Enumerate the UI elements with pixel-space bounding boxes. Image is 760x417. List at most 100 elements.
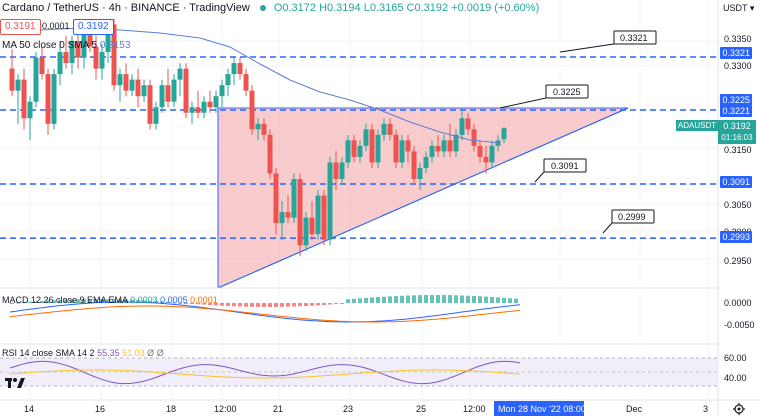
callout-box[interactable]	[602, 209, 655, 234]
macd-bar	[10, 303, 14, 304]
spread-value: 0.0001	[42, 21, 70, 31]
rsi-ma-line	[9, 369, 521, 379]
price-tick: 0.3050	[724, 200, 752, 210]
price-label: 0.3091	[720, 176, 752, 188]
macd-bar	[460, 295, 464, 303]
candle	[15, 74, 21, 124]
candle	[441, 134, 447, 157]
candle	[171, 74, 177, 108]
callout-label[interactable]: 0.3225	[553, 87, 581, 97]
currency-selector[interactable]: USDT ▾	[723, 3, 755, 13]
price-tick: 0.2950	[724, 256, 752, 266]
macd-bar	[472, 295, 476, 303]
macd-bar	[292, 303, 296, 307]
symbol-title[interactable]: Cardano / TetherUS · 4h · BINANCE · Trad…	[2, 2, 250, 14]
time-tick: 12:00	[463, 404, 486, 414]
macd-bar	[76, 299, 80, 303]
candle	[291, 173, 297, 224]
callout-box[interactable]	[534, 158, 587, 183]
macd-bar	[106, 299, 110, 303]
buy-button[interactable]: 0.3192	[73, 19, 114, 35]
macd-bar	[448, 295, 452, 303]
macd-bar	[208, 303, 212, 306]
symbol-price-tag: ADAUSDT	[676, 120, 718, 131]
macd-bar	[424, 295, 428, 303]
macd-bar	[478, 296, 482, 303]
candle	[111, 18, 117, 91]
candle	[471, 123, 477, 152]
macd-bar	[358, 298, 362, 303]
macd-signal-value: 0.0001	[190, 295, 218, 305]
rsi-legend[interactable]: RSI 14 close SMA 14 2 55.35 51.03 Ø Ø	[2, 348, 164, 358]
time-tick: 21	[273, 404, 284, 414]
candle	[345, 134, 351, 168]
candles	[9, 18, 507, 257]
candle	[399, 134, 405, 168]
price-tick: 0.3350	[724, 34, 752, 44]
macd-bar	[154, 301, 158, 303]
sell-button[interactable]: 0.3191	[0, 19, 41, 35]
candle	[21, 68, 27, 130]
ma-legend[interactable]: MA 50 close 0 SMA 5 0.3153	[2, 40, 130, 51]
candle	[405, 134, 411, 163]
price-tick: 0.3300	[724, 61, 752, 71]
macd-bar	[166, 301, 170, 303]
callout-box[interactable]	[499, 84, 589, 109]
candle	[267, 129, 273, 179]
rsi-tick: 60.00	[724, 353, 747, 363]
macd-bar	[400, 295, 404, 303]
candle	[375, 129, 381, 168]
callout-label[interactable]: 0.3321	[620, 33, 648, 43]
macd-bar	[142, 300, 146, 303]
macd-bar	[238, 303, 242, 307]
last-price-tag: 0.3192 01:16:03	[718, 120, 756, 144]
candle	[129, 74, 135, 97]
candle	[237, 57, 243, 80]
macd-bar	[178, 302, 182, 304]
candle	[393, 129, 399, 168]
candle	[165, 68, 171, 108]
macd-bar	[148, 300, 152, 303]
candle	[147, 79, 153, 130]
settings-gear-icon[interactable]	[733, 403, 745, 415]
candle	[51, 68, 57, 130]
candle	[501, 127, 507, 144]
ma-legend-value: 0.3153	[99, 40, 131, 51]
candle	[489, 140, 495, 168]
price-tick: 0.3150	[724, 145, 752, 155]
candle	[189, 101, 195, 124]
time-tick: Dec	[626, 404, 643, 414]
macd-legend[interactable]: MACD 12 26 close 9 EMA EMA 0.0003 0.0005…	[2, 295, 218, 305]
price-label: 0.3321	[720, 47, 752, 59]
rsi-legend-label: RSI 14 close SMA 14 2	[2, 348, 95, 358]
candle	[153, 101, 159, 130]
candle	[297, 173, 303, 257]
callout-label[interactable]: 0.2999	[618, 212, 646, 222]
candle	[225, 68, 231, 97]
callout-label[interactable]: 0.3091	[551, 161, 579, 171]
macd-bar	[34, 301, 38, 303]
macd-bar	[490, 296, 494, 303]
macd-bar	[250, 303, 254, 307]
macd-bar	[340, 303, 344, 304]
candle	[27, 96, 33, 141]
callout-box[interactable]	[559, 30, 657, 53]
candle	[213, 90, 219, 113]
rsi-extra-2: Ø	[156, 348, 164, 358]
time-tick: 16	[95, 404, 106, 414]
tradingview-logo-icon[interactable]	[4, 374, 26, 390]
macd-bar	[310, 303, 314, 306]
candle	[279, 201, 285, 240]
macd-bar	[406, 295, 410, 303]
candle	[69, 35, 75, 75]
candle	[381, 118, 387, 141]
macd-bar	[100, 299, 104, 303]
macd-bar	[70, 299, 74, 303]
candle	[159, 79, 165, 113]
crosshair-time-label: Mon 28 Nov '22 08:00	[498, 404, 586, 414]
rsi-tick: 40.00	[724, 373, 747, 383]
candle	[183, 63, 189, 119]
candle	[321, 190, 327, 246]
triangle-support-line[interactable]	[217, 107, 629, 289]
